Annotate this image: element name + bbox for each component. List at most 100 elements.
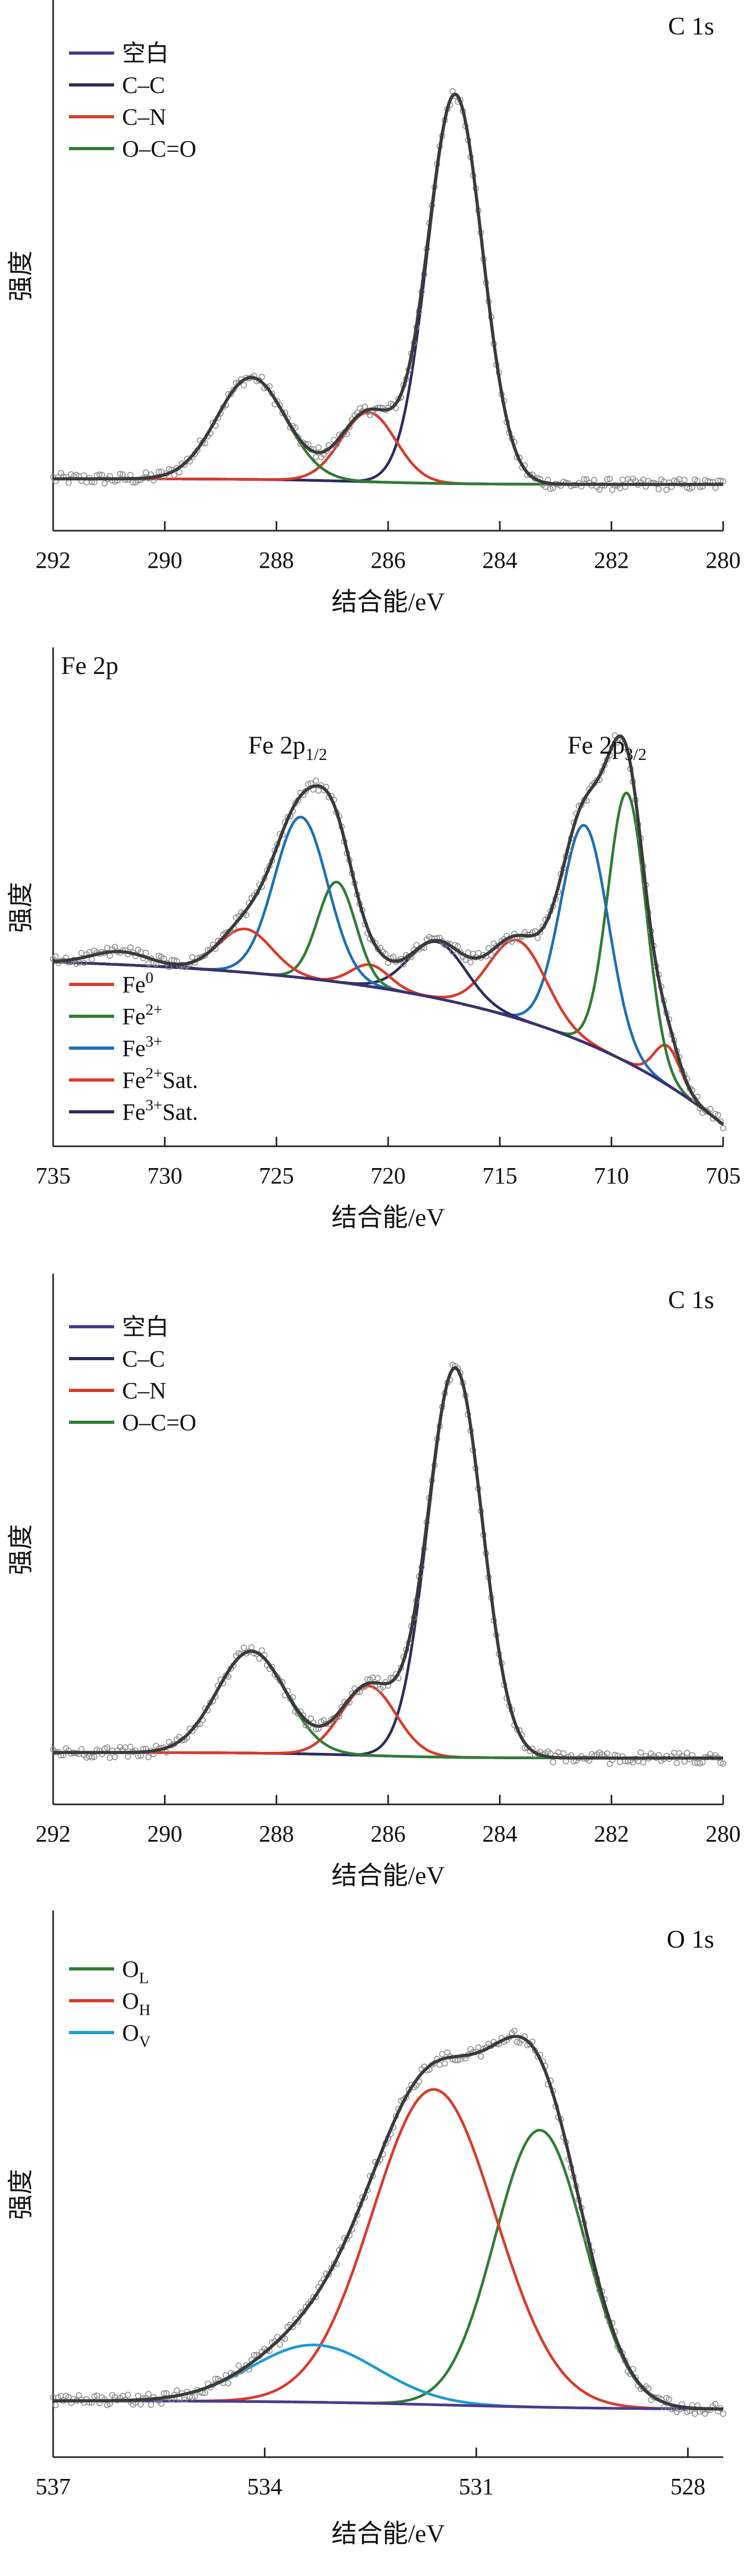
x-axis-label: 结合能/eV xyxy=(331,1204,445,1232)
data-point xyxy=(315,444,322,451)
data-point xyxy=(171,472,177,479)
chart-svg-fe2p: 735 730 725 720 715 710 705 结合能/eV 强度 Fe 2p Fe 2p1… xyxy=(7,647,741,1232)
data-point xyxy=(158,2400,165,2407)
x-tick-label: 534 xyxy=(247,2474,282,2500)
data-point xyxy=(75,2392,82,2399)
x-tick-label: 286 xyxy=(371,547,406,573)
envelope-line xyxy=(53,92,723,486)
series-line-0 xyxy=(53,2129,724,2410)
data-point xyxy=(148,2401,155,2408)
x-tick-label: 735 xyxy=(36,1163,71,1189)
legend-entry: C–N xyxy=(122,104,166,130)
x-tick-label: 288 xyxy=(259,547,294,573)
legend-entry: 空白 xyxy=(122,1314,169,1340)
data-point xyxy=(248,1644,255,1650)
chart-panel-fe2p: 735 730 725 720 715 710 705 结合能/eV 强度 Fe 2p Fe 2p1… xyxy=(0,637,755,1274)
data-point xyxy=(715,1112,722,1119)
data-point xyxy=(104,1744,110,1751)
data-point xyxy=(591,477,598,483)
legend-entry: Fe2+ xyxy=(122,1001,162,1030)
data-point xyxy=(513,2038,520,2045)
data-point xyxy=(174,2387,180,2394)
data-point xyxy=(720,1760,726,1767)
x-tick-label: 725 xyxy=(259,1163,294,1189)
data-point xyxy=(717,1759,724,1766)
x-tick-label: 705 xyxy=(706,1163,741,1189)
chart-title: C 1s xyxy=(668,12,714,40)
data-point xyxy=(712,2401,719,2408)
legend-entry: O–C=O xyxy=(122,1410,196,1436)
x-tick-label: 284 xyxy=(482,547,517,573)
y-axis-label: 强度 xyxy=(7,2169,35,2220)
data-point xyxy=(305,781,312,788)
data-point xyxy=(127,944,134,951)
data-point xyxy=(119,471,126,478)
data-point xyxy=(181,2396,188,2403)
legend-entry: OH xyxy=(122,1988,150,2019)
data-point xyxy=(160,2390,167,2397)
data-point xyxy=(135,2392,142,2399)
data-point xyxy=(720,1125,726,1131)
data-point xyxy=(477,2053,484,2060)
data-point xyxy=(560,1750,567,1757)
data-point xyxy=(681,477,688,483)
data-point xyxy=(663,487,670,493)
chart-panel-c1s-b: 292 290 288 286 284 282 280 结合能/eV 强度 C 1s 空白 C–C C–… xyxy=(0,1274,755,1911)
data-point xyxy=(720,2410,726,2417)
data-point xyxy=(436,2061,443,2068)
data-point xyxy=(212,2375,219,2382)
data-point xyxy=(606,476,613,482)
data-point xyxy=(241,1645,247,1651)
data-point xyxy=(259,1647,265,1654)
data-point xyxy=(53,953,59,960)
x-tick-label: 280 xyxy=(706,1821,741,1847)
data-point xyxy=(65,479,72,486)
data-point xyxy=(467,959,474,966)
data-point xyxy=(277,2341,283,2348)
data-point xyxy=(125,2391,131,2398)
data-point xyxy=(138,2401,144,2408)
data-point xyxy=(142,949,149,956)
peak-annotation: Fe 2p3/2 xyxy=(568,731,647,764)
data-point xyxy=(637,1749,644,1756)
legend-entry: Fe3+ xyxy=(122,1033,162,1061)
legend-entry: 空白 xyxy=(122,40,169,66)
envelope-line xyxy=(53,1366,723,1760)
chart-title: C 1s xyxy=(668,1286,714,1314)
x-tick-label: 284 xyxy=(482,1821,517,1847)
x-tick-label: 290 xyxy=(147,547,182,573)
legend-entry: C–N xyxy=(122,1378,166,1404)
data-point xyxy=(313,777,319,784)
data-point xyxy=(388,400,394,407)
data-point xyxy=(111,944,118,950)
data-point xyxy=(117,471,123,477)
chart-panel-o1s: 537 534 531 528 结合能/eV 强度 O 1s OL OH OV xyxy=(0,1911,755,2576)
data-point xyxy=(145,1754,152,1760)
data-point xyxy=(156,469,162,476)
data-point xyxy=(313,454,319,461)
legend-entry: Fe3+Sat. xyxy=(122,1096,198,1125)
data-point xyxy=(581,476,587,482)
data-point xyxy=(475,950,482,956)
data-point xyxy=(156,953,162,959)
chart-title: O 1s xyxy=(667,1925,714,1953)
data-point xyxy=(104,945,110,952)
data-point xyxy=(509,938,515,945)
legend-entry: Fe2+Sat. xyxy=(122,1065,198,1093)
data-point xyxy=(609,487,616,493)
data-point xyxy=(619,477,626,483)
y-axis-label: 强度 xyxy=(7,1524,35,1575)
data-point xyxy=(142,469,149,476)
data-point xyxy=(315,787,322,794)
data-point xyxy=(439,2051,445,2058)
data-point xyxy=(81,959,87,966)
x-tick-label: 282 xyxy=(594,1821,629,1847)
series-line-3 xyxy=(53,2399,723,2410)
data-point xyxy=(527,471,533,478)
data-point xyxy=(712,485,719,491)
data-point xyxy=(246,2366,252,2373)
x-tick-label: 290 xyxy=(147,1821,182,1847)
data-point xyxy=(707,1105,714,1112)
